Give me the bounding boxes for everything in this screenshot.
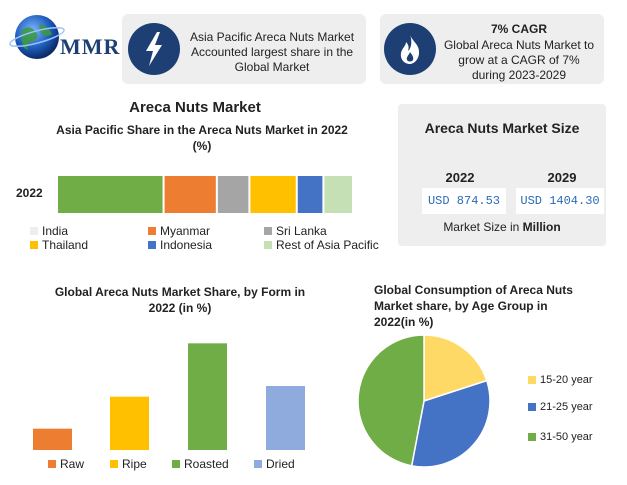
legend-dried-swatch xyxy=(254,460,262,468)
market-size-value-2029: USD 1404.30 xyxy=(516,188,604,214)
legend-myanmar: Myanmar xyxy=(148,224,210,238)
market-size-unit-value: Million xyxy=(522,220,561,234)
legend-roasted-label: Roasted xyxy=(184,457,229,471)
legend-roasted: Roasted xyxy=(172,457,229,471)
stacked-segment-indonesia xyxy=(297,176,323,213)
legend-31-50: 31-50 year xyxy=(528,431,593,443)
card-cagr-text: Global Areca Nuts Market to grow at a CA… xyxy=(443,38,595,82)
market-size-unit-prefix: Market Size in xyxy=(443,220,523,234)
pie-slice-21-25-year xyxy=(410,379,491,468)
market-size-title: Areca Nuts Market Size xyxy=(424,120,580,136)
legend-31-50-swatch xyxy=(528,433,536,441)
legend-sri-lanka-label: Sri Lanka xyxy=(276,224,327,238)
lightning-icon-circle xyxy=(128,23,180,75)
legend-rest-swatch xyxy=(264,241,272,249)
legend-dried: Dried xyxy=(254,457,295,471)
logo-text: MMR xyxy=(60,34,121,59)
legend-roasted-swatch xyxy=(172,460,180,468)
legend-21-25: 21-25 year xyxy=(528,401,593,413)
legend-ripe-label: Ripe xyxy=(122,457,147,471)
legend-india-label: India xyxy=(42,224,69,238)
stacked-chart-title: Areca Nuts Market xyxy=(129,99,261,116)
legend-15-20-label: 15-20 year xyxy=(540,374,593,386)
legend-raw: Raw xyxy=(48,457,84,471)
legend-dried-label: Dried xyxy=(266,457,295,471)
stacked-chart-subtitle: Asia Pacific Share in the Areca Nuts Mar… xyxy=(56,123,348,153)
legend-15-20-swatch xyxy=(528,376,536,384)
legend-15-20: 15-20 year xyxy=(528,374,593,386)
legend-sri-lanka-swatch xyxy=(264,227,272,235)
legend-thailand: Thailand xyxy=(30,238,88,252)
stacked-chart-category-label: 2022 xyxy=(16,186,43,200)
card-cagr-heading: 7% CAGR xyxy=(490,22,547,36)
legend-indonesia-swatch xyxy=(148,241,156,249)
pie-slice-15-20-year xyxy=(423,334,488,403)
legend-indonesia: Indonesia xyxy=(148,238,212,252)
legend-raw-label: Raw xyxy=(60,457,85,471)
stacked-segment-myanmar xyxy=(164,176,216,213)
flame-icon-circle xyxy=(384,23,436,75)
bar-dried xyxy=(266,386,305,450)
pie-slice-31-50-year xyxy=(357,334,425,467)
legend-sri-lanka: Sri Lanka xyxy=(264,224,327,238)
legend-thailand-label: Thailand xyxy=(42,238,89,252)
legend-ripe: Ripe xyxy=(110,457,147,471)
legend-rest-label: Rest of Asia Pacific xyxy=(276,238,379,252)
bar-raw xyxy=(33,428,72,450)
pie-chart-title: Global Consumption of Areca Nuts Market … xyxy=(374,283,573,329)
stacked-segment-rest-of-asia-pacific xyxy=(324,176,352,213)
legend-31-50-label: 31-50 year xyxy=(540,431,593,443)
legend-rest-of-asia-pacific: Rest of Asia Pacific xyxy=(264,238,379,252)
legend-thailand-swatch xyxy=(30,241,38,249)
form-chart-title: Global Areca Nuts Market Share, by Form … xyxy=(54,285,306,315)
legend-india: India xyxy=(30,224,68,238)
bar-ripe xyxy=(110,396,149,450)
legend-myanmar-swatch xyxy=(148,227,156,235)
market-size-value-2022: USD 874.53 xyxy=(422,188,506,214)
legend-raw-swatch xyxy=(48,460,56,468)
market-size-year-2029: 2029 xyxy=(547,170,577,185)
stacked-segment-sri-lanka xyxy=(217,176,249,213)
market-size-year-2022: 2022 xyxy=(445,170,475,185)
card-asia-pacific-text: Asia Pacific Areca Nuts Market Accounted… xyxy=(189,30,355,74)
market-size-card xyxy=(398,104,606,246)
bar-roasted xyxy=(188,343,227,450)
stacked-segment-thailand xyxy=(250,176,296,213)
legend-myanmar-label: Myanmar xyxy=(160,224,211,238)
stacked-segment-india xyxy=(58,176,163,213)
legend-21-25-label: 21-25 year xyxy=(540,401,593,413)
legend-india-swatch xyxy=(30,227,38,235)
market-size-unit: Market Size in Million xyxy=(398,220,606,234)
legend-ripe-swatch xyxy=(110,460,118,468)
legend-indonesia-label: Indonesia xyxy=(160,238,213,252)
legend-21-25-swatch xyxy=(528,403,536,411)
